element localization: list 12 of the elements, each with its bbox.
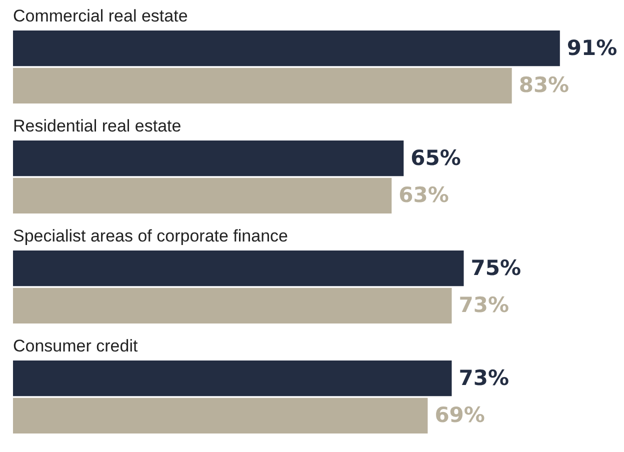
y-tick-label: Consumer credit: [13, 336, 138, 356]
data-label: 65%: [410, 146, 461, 170]
data-label: 91%: [566, 36, 618, 60]
data-label: 83%: [518, 73, 570, 98]
y-tick-label: Specialist areas of corporate finance: [13, 226, 288, 246]
data-label: 69%: [434, 403, 485, 428]
data-label: 63%: [398, 183, 449, 208]
data-label: 75%: [470, 256, 522, 280]
y-tick-label: Commercial real estate: [13, 6, 188, 26]
data-label: 73%: [458, 293, 509, 318]
y-tick-label: Residential real estate: [13, 116, 182, 136]
data-label: 73%: [458, 366, 509, 390]
